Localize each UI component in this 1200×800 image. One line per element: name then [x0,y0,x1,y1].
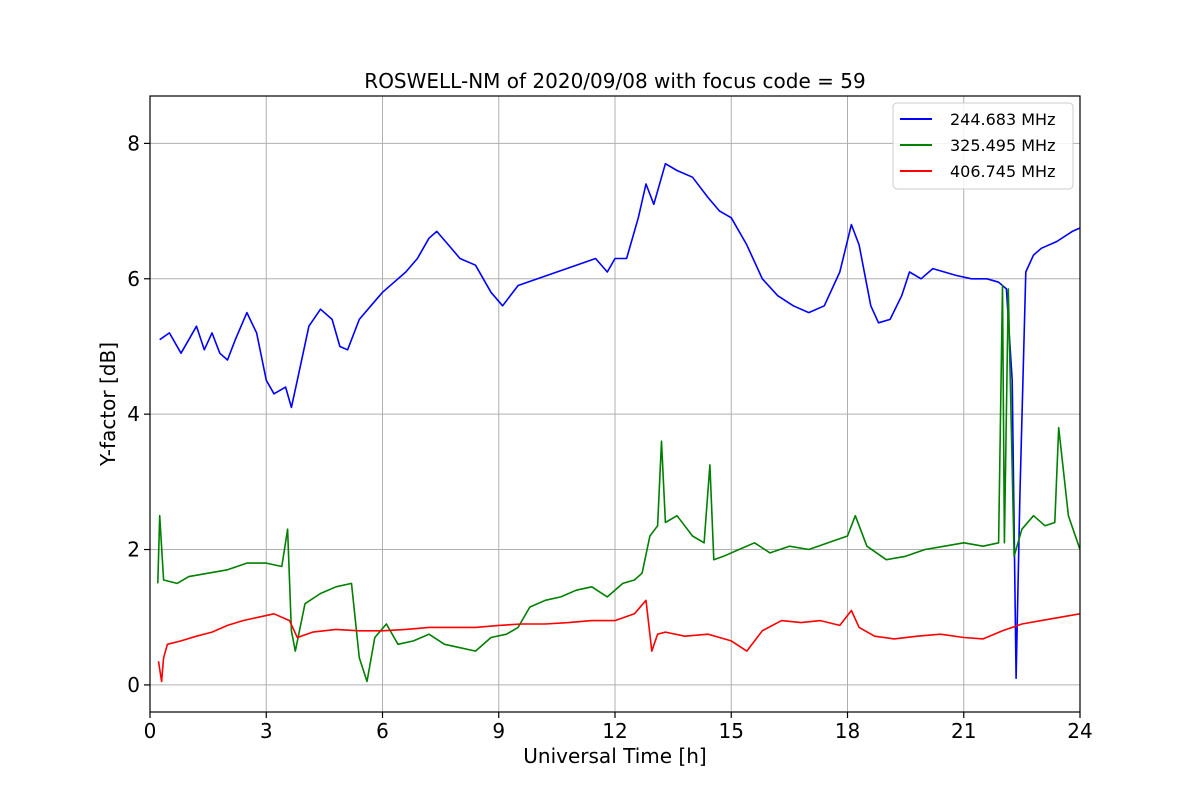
y-tick-label: 0 [127,673,140,697]
y-tick-label: 4 [127,402,140,426]
series-line-1 [159,162,1080,680]
y-tick-label: 8 [127,131,140,155]
x-tick-label: 15 [719,719,744,743]
y-axis-label: Y-factor [dB] [96,342,120,467]
x-tick-label: 24 [1067,719,1092,743]
legend-label-3: 406.745 MHz [950,162,1055,181]
x-tick-label: 18 [835,719,860,743]
series-line-3 [157,599,1080,683]
x-tick-label: 9 [492,719,505,743]
series-layer [157,162,1080,683]
legend-label-1: 244.683 MHz [950,110,1055,129]
x-axis-label: Universal Time [h] [523,744,706,768]
legend-entries: 244.683 MHz 325.495 MHz 406.745 MHz [900,110,1055,181]
chart-title: ROSWELL-NM of 2020/09/08 with focus code… [364,69,865,93]
legend-box [892,102,1074,190]
x-tick-label: 6 [376,719,389,743]
legend-label-2: 325.495 MHz [950,136,1055,155]
x-tick-label: 0 [144,719,157,743]
series-line-2 [157,284,1080,683]
y-tick-label: 2 [127,538,140,562]
legend: 244.683 MHz 325.495 MHz 406.745 MHz [892,102,1074,190]
y-tick-label: 6 [127,267,140,291]
x-tick-label: 21 [951,719,976,743]
x-tick-label: 3 [260,719,273,743]
x-tick-label: 12 [602,719,627,743]
